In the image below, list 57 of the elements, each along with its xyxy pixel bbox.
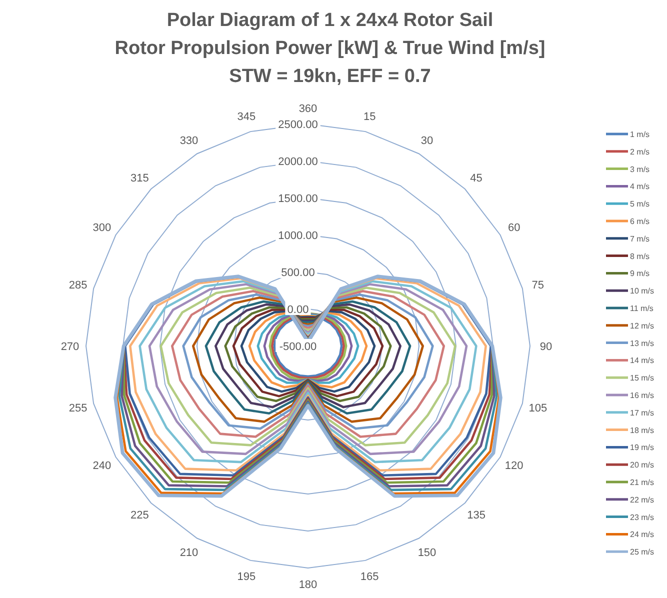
spoke-label: 225 <box>130 509 149 522</box>
spoke-label: 135 <box>467 509 486 522</box>
legend-label: 11 m/s <box>630 304 654 313</box>
legend-label: 25 m/s <box>630 548 654 557</box>
y-tick-label: 0.00 <box>287 304 309 316</box>
legend-label: 15 m/s <box>630 374 654 383</box>
spoke-label: 195 <box>237 570 256 583</box>
y-tick-label: 2000.00 <box>278 156 318 168</box>
legend-label: 1 m/s <box>630 130 650 139</box>
legend-label: 16 m/s <box>630 391 654 400</box>
spoke-label: 330 <box>180 134 198 147</box>
spoke-label: 30 <box>420 134 434 147</box>
spoke-label: 240 <box>92 460 112 472</box>
spoke-label: 165 <box>360 570 379 583</box>
spoke-label: 105 <box>528 402 548 415</box>
spoke-label: 45 <box>470 172 482 185</box>
spoke-label: 315 <box>130 172 149 185</box>
y-tick-label: 1000.00 <box>278 230 318 242</box>
legend-label: 21 m/s <box>630 478 654 487</box>
y-tick-label: -500.00 <box>279 341 317 353</box>
spoke-label: 360 <box>298 103 318 115</box>
spoke-label: 210 <box>180 547 198 560</box>
legend-label: 12 m/s <box>630 321 654 330</box>
legend-label: 9 m/s <box>630 269 650 278</box>
y-tick-label: 2500.00 <box>278 119 318 131</box>
spoke-label: 150 <box>418 547 436 560</box>
spoke-label: 285 <box>68 279 88 292</box>
y-tick-label: 500.00 <box>281 267 315 279</box>
spoke-label: 15 <box>363 111 376 124</box>
legend-label: 18 m/s <box>630 426 654 435</box>
legend-label: 17 m/s <box>630 408 654 418</box>
legend-label: 7 m/s <box>630 234 650 244</box>
spoke-label: 180 <box>298 579 318 591</box>
spoke-label: 300 <box>92 222 112 234</box>
legend-label: 4 m/s <box>630 182 650 192</box>
spoke-label: 120 <box>504 460 524 472</box>
legend-label: 8 m/s <box>630 252 650 261</box>
legend-label: 5 m/s <box>630 200 650 209</box>
legend-label: 20 m/s <box>630 460 654 470</box>
spoke-label: 255 <box>68 402 88 415</box>
legend-label: 2 m/s <box>630 147 650 156</box>
legend-label: 14 m/s <box>630 356 654 366</box>
chart-title: Polar Diagram of 1 x 24x4 Rotor Sail Rotor Propulsion Power [kW] & True Wind [m/s] STW = 19kn, EFF = 0.7 <box>114 10 546 87</box>
spoke-label: 345 <box>237 111 256 124</box>
legend-label: 6 m/s <box>630 217 650 226</box>
legend-label: 13 m/s <box>630 338 654 348</box>
legend-label: 23 m/s <box>630 512 654 522</box>
legend-label: 24 m/s <box>630 530 654 540</box>
spoke-label: 270 <box>60 341 80 353</box>
spoke-label: 60 <box>508 222 520 234</box>
legend-label: 10 m/s <box>630 286 654 296</box>
legend-label: 19 m/s <box>630 443 654 452</box>
spoke-label: 75 <box>532 279 544 292</box>
y-tick-label: 1500.00 <box>278 193 318 205</box>
legend-label: 3 m/s <box>630 164 650 174</box>
legend-label: 22 m/s <box>630 495 654 504</box>
spoke-label: 90 <box>540 341 552 353</box>
